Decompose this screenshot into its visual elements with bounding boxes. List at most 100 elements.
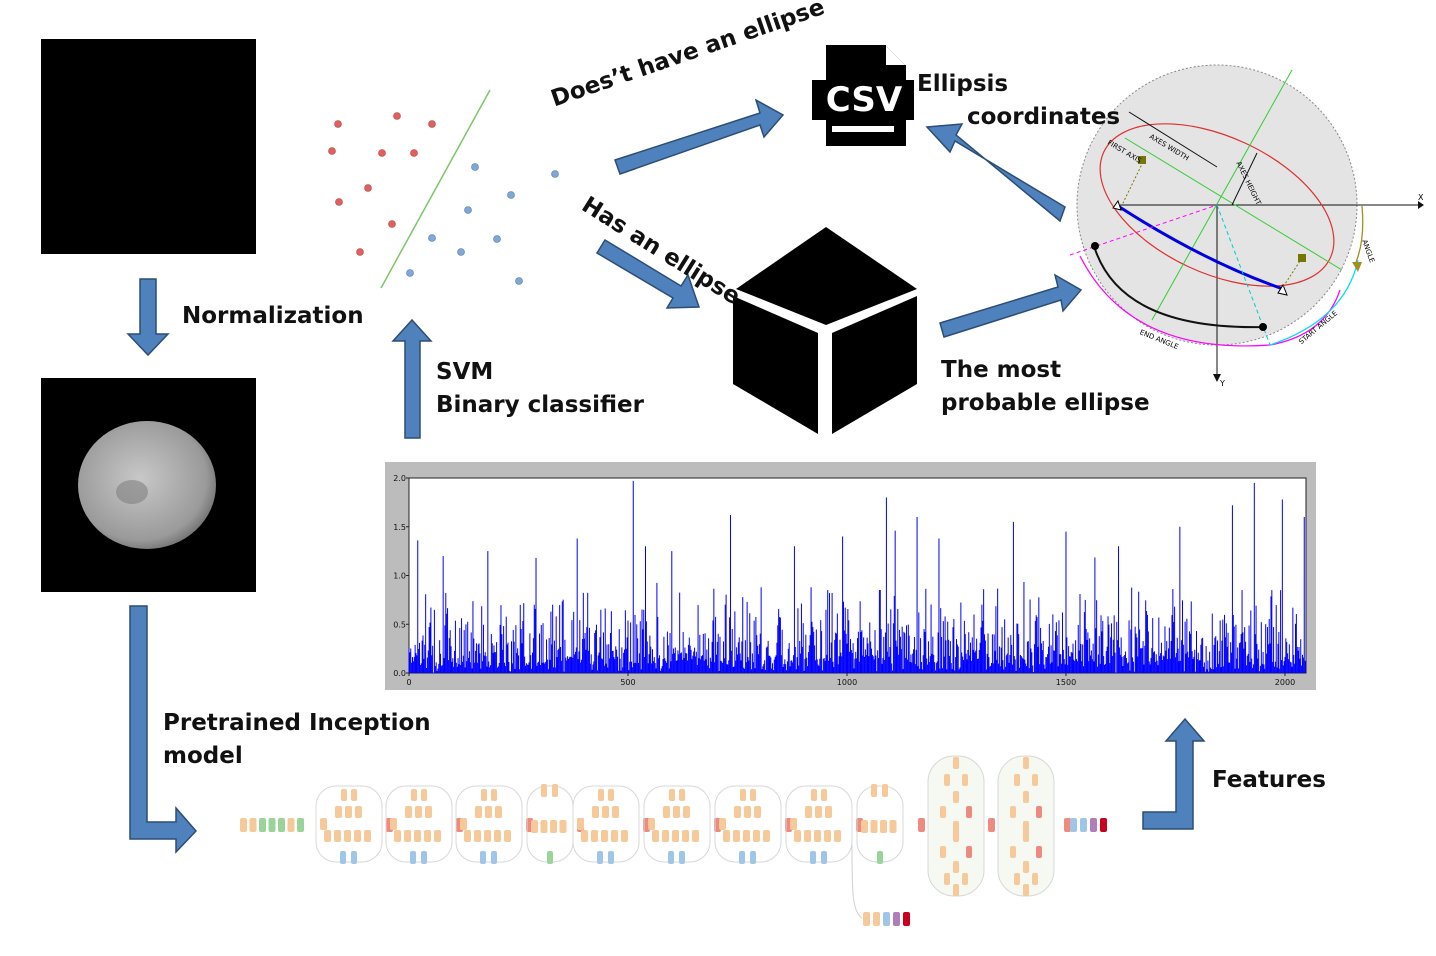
- network-layer: [278, 818, 285, 832]
- network-layer: [673, 806, 680, 818]
- network-layer: [669, 789, 675, 801]
- network-layer: [966, 806, 972, 818]
- ellipsis-coordinates-label: Ellipsis coordinates: [917, 68, 1120, 134]
- network-layer: [480, 851, 486, 864]
- network-layer: [351, 851, 357, 864]
- network-layer: [421, 789, 427, 801]
- network-layer: [940, 806, 946, 818]
- x-axis-label: X: [1418, 193, 1424, 202]
- most-probable-label: The most probable ellipse: [941, 354, 1150, 420]
- network-layer: [621, 830, 628, 842]
- network-layer: [404, 830, 411, 842]
- network-layer: [345, 806, 352, 818]
- network-layer: [672, 830, 679, 842]
- ellipsis-label-line2: coordinates: [967, 104, 1121, 130]
- network-layer: [494, 830, 501, 842]
- ellipsis-label-line1: Ellipsis: [917, 71, 1009, 97]
- svm-point-class-b: [515, 277, 523, 285]
- network-layer: [1014, 873, 1020, 885]
- feature-bars: [408, 480, 1306, 673]
- network-layer: [464, 830, 471, 842]
- svm-scatter: [328, 89, 559, 289]
- svm-point-class-a: [364, 184, 372, 192]
- network-layer: [602, 806, 609, 818]
- has-ellipse-arrow: [595, 238, 701, 309]
- svm-point-class-a: [378, 149, 386, 157]
- network-layer: [1023, 861, 1029, 873]
- network-layer: [889, 820, 897, 833]
- network-layer: [608, 789, 614, 801]
- network-layer: [1070, 818, 1077, 832]
- svm-point-class-b: [507, 191, 515, 199]
- network-layer: [962, 873, 968, 885]
- network-layer: [834, 830, 841, 842]
- network-layer: [297, 818, 304, 832]
- network-layer: [1010, 806, 1016, 818]
- svm-point-class-a: [428, 120, 436, 128]
- svm-point-class-b: [428, 234, 436, 242]
- network-layer: [240, 818, 247, 832]
- network-layer: [953, 791, 959, 803]
- network-layer: [394, 830, 401, 842]
- network-layer: [871, 784, 877, 797]
- network-layer: [559, 820, 567, 833]
- svm-label-line2: Binary classifier: [436, 392, 644, 418]
- network-layer: [1064, 818, 1071, 832]
- network-layer: [540, 820, 548, 833]
- svm-arrow: [391, 318, 433, 439]
- network-layer: [424, 830, 431, 842]
- network-layer: [414, 830, 421, 842]
- network-layer: [824, 830, 831, 842]
- network-layer: [1010, 846, 1016, 858]
- network-layer: [944, 774, 950, 786]
- network-layer: [794, 830, 801, 842]
- network-layer: [351, 789, 357, 801]
- csv-file-icon: [812, 45, 914, 146]
- network-layer: [750, 789, 756, 801]
- network-layer: [953, 821, 959, 833]
- normalization-label: Normalization: [182, 303, 364, 329]
- pretrained-line2: model: [163, 743, 243, 769]
- network-layer: [882, 784, 888, 797]
- network-layer: [825, 806, 832, 818]
- network-layer: [692, 830, 699, 842]
- network-layer: [753, 830, 760, 842]
- x-tick-label: 1500: [1056, 678, 1076, 687]
- network-layer: [592, 806, 599, 818]
- black-box-icon: [733, 227, 917, 434]
- network-layer: [491, 789, 497, 801]
- network-layer: [903, 912, 910, 926]
- svm-point-class-a: [335, 198, 343, 206]
- network-layer: [577, 818, 584, 830]
- network-layer: [1023, 791, 1029, 803]
- network-layer: [597, 851, 603, 864]
- network-layer: [601, 830, 608, 842]
- network-layer: [340, 851, 346, 864]
- network-layer: [953, 830, 959, 842]
- network-layer: [988, 818, 995, 832]
- network-layer: [475, 806, 482, 818]
- y-tick-label: 2.0: [393, 474, 406, 483]
- network-layer: [364, 830, 371, 842]
- network-layer: [804, 830, 811, 842]
- network-layer: [679, 851, 685, 864]
- network-layer: [504, 830, 511, 842]
- network-layer: [763, 830, 770, 842]
- network-layer: [821, 851, 827, 864]
- network-layer: [1023, 821, 1029, 833]
- ellipse-geometry-diagram: [1069, 64, 1424, 382]
- network-layer: [648, 818, 655, 830]
- network-layer: [552, 784, 558, 797]
- network-layer: [814, 830, 821, 842]
- network-layer: [863, 912, 870, 926]
- network-layer: [434, 830, 441, 842]
- network-layer: [411, 789, 417, 801]
- network-layer: [611, 830, 618, 842]
- network-layer: [733, 830, 740, 842]
- network-layer: [1014, 774, 1020, 786]
- network-layer: [1032, 873, 1038, 885]
- most-probable-arrow: [939, 273, 1083, 338]
- network-layer: [873, 912, 880, 926]
- network-layer: [485, 806, 492, 818]
